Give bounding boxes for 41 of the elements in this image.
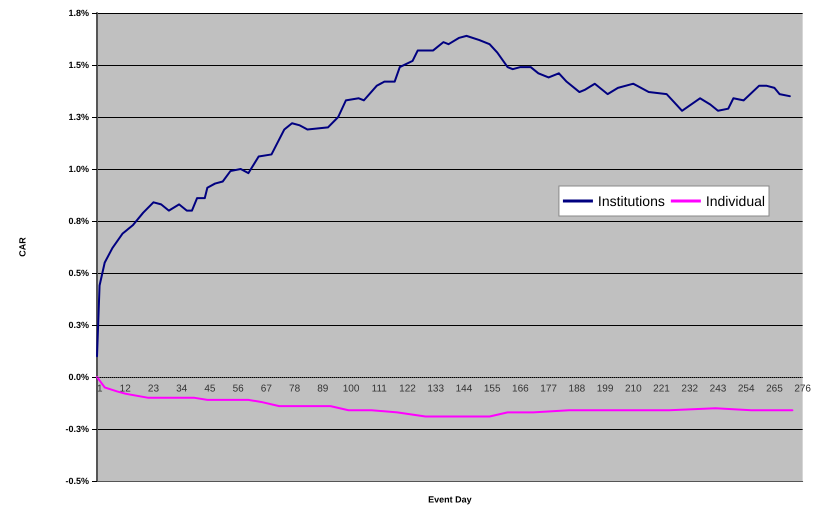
x-tick-label: 177: [540, 383, 558, 394]
x-tick-label: 122: [399, 383, 416, 394]
y-tick-label: 1.0%: [68, 164, 89, 174]
x-tick-label: 111: [372, 383, 388, 394]
x-tick-label: 210: [624, 383, 642, 394]
x-tick-label: 188: [568, 383, 586, 394]
x-tick-label: 232: [681, 383, 699, 394]
x-tick-label: 133: [427, 383, 444, 394]
x-tick-label: 100: [342, 383, 360, 394]
y-tick-label: 1.3%: [68, 112, 89, 122]
legend-label: Institutions: [598, 193, 665, 209]
x-axis-title: Event Day: [428, 494, 472, 504]
x-tick-label: 23: [148, 383, 160, 394]
legend-label: Individual: [706, 193, 766, 209]
x-tick-label: 67: [260, 383, 272, 394]
y-tick-label: 1.5%: [68, 60, 89, 70]
line-series: [96, 376, 794, 418]
y-tick-label: 0.8%: [68, 216, 89, 226]
x-tick-label: 199: [596, 383, 614, 394]
y-tick-label: 0.0%: [68, 372, 89, 382]
y-tick-label: 0.3%: [68, 320, 89, 330]
x-tick-label: 221: [653, 383, 670, 394]
y-tick-label: -0.5%: [65, 476, 89, 486]
x-tick-label: 276: [794, 383, 812, 394]
x-tick-label: 56: [232, 383, 244, 394]
x-tick-label: 243: [710, 383, 727, 394]
x-tick-label: 89: [317, 383, 329, 394]
y-tick-label: -0.3%: [65, 424, 89, 434]
x-tick-label: 265: [766, 383, 784, 394]
y-tick-label: 0.5%: [68, 268, 89, 278]
x-tick-label: 144: [456, 383, 473, 394]
x-tick-label: 34: [176, 383, 188, 394]
x-tick-label: 155: [484, 383, 501, 394]
line-series: [96, 34, 791, 358]
y-tick-label: 1.8%: [68, 8, 89, 18]
x-tick-label: 45: [204, 383, 216, 394]
y-axis-title: CAR: [18, 236, 28, 257]
x-tick-label: 12: [120, 383, 132, 394]
x-tick-label: 166: [512, 383, 530, 394]
x-tick-label: 78: [289, 383, 301, 394]
x-tick-label: 254: [738, 383, 755, 394]
